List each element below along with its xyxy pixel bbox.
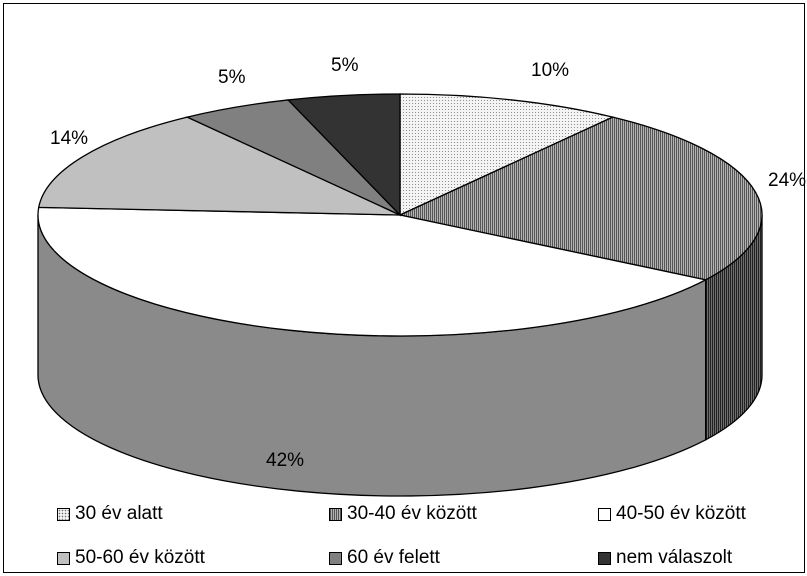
legend-swatch: [329, 507, 342, 521]
legend-item-40-50-ev-kozott: 40-50 év között: [598, 503, 746, 525]
pie-slice-2: [397, 116, 763, 281]
pie-slice-1: [399, 93, 615, 217]
legend-label: 60 év felett: [347, 547, 440, 568]
pie-data-label: 14%: [50, 128, 88, 149]
legend-swatch: [598, 551, 611, 565]
legend-label: 50-60 év között: [75, 547, 205, 568]
legend-item-30-ev-alatt: 30 év alatt: [57, 503, 163, 525]
pie-data-label: 5%: [218, 67, 246, 88]
legend-swatch: [57, 507, 70, 521]
legend-row-2: 50-60 év között 60 év felett nem válaszo…: [0, 547, 807, 571]
legend-item-30-40-ev-kozott: 30-40 év között: [329, 503, 477, 525]
legend-label: nem válaszolt: [616, 547, 733, 568]
legend-swatch: [598, 507, 611, 521]
pie-slice-3: [37, 206, 708, 337]
legend-item-50-60-ev-kozott: 50-60 év között: [57, 547, 205, 569]
pie-slice-4: [37, 116, 401, 216]
pie-data-label: 24%: [768, 170, 806, 191]
legend-row-1: 30 év alatt 30-40 év között 40-50 év köz…: [0, 503, 807, 527]
pie-slice-6: [286, 93, 401, 217]
pie-data-label: 10%: [531, 60, 569, 81]
pie-data-label: 5%: [331, 55, 359, 76]
legend-item-nem-valaszolt: nem válaszolt: [598, 547, 732, 569]
legend-label: 30 év alatt: [75, 503, 163, 524]
pie-data-label: 42%: [266, 450, 304, 471]
legend-item-60-ev-felett: 60 év felett: [329, 547, 440, 569]
legend-swatch: [329, 551, 342, 565]
legend-label: 40-50 év között: [616, 503, 746, 524]
legend-swatch: [57, 551, 70, 565]
legend-label: 30-40 év között: [347, 503, 477, 524]
